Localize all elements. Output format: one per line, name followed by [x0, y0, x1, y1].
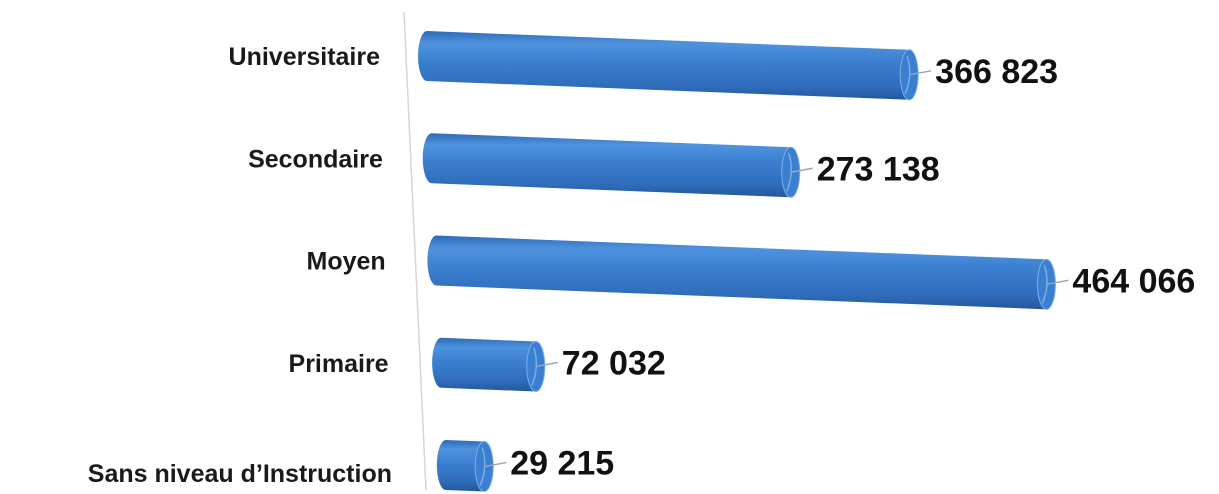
value-label: 366 823: [935, 53, 1058, 91]
bar-3: [432, 337, 546, 392]
bar-body: [427, 235, 1047, 310]
bar-2: [427, 235, 1056, 310]
value-label: 273 138: [817, 150, 940, 188]
bar-body: [432, 337, 536, 392]
leader-line: [1046, 279, 1069, 286]
category-label: Universitaire: [229, 43, 381, 71]
bar-body: [418, 31, 910, 100]
category-label: Secondaire: [248, 145, 383, 173]
bar-body: [422, 133, 791, 198]
leader-line: [909, 70, 932, 76]
bar-1: [422, 133, 801, 198]
category-label: Sans niveau d’Instruction: [88, 460, 392, 488]
bar-body: [436, 440, 485, 492]
category-label: Moyen: [307, 248, 386, 276]
value-label: 29 215: [510, 445, 614, 483]
leader-line: [790, 167, 813, 174]
leader-line: [535, 361, 558, 368]
bar-0: [418, 31, 919, 101]
value-label: 72 032: [562, 344, 666, 382]
category-label: Primaire: [289, 350, 389, 378]
value-label: 464 066: [1072, 262, 1195, 300]
leader-line: [484, 461, 507, 468]
category-axis: [403, 11, 427, 491]
